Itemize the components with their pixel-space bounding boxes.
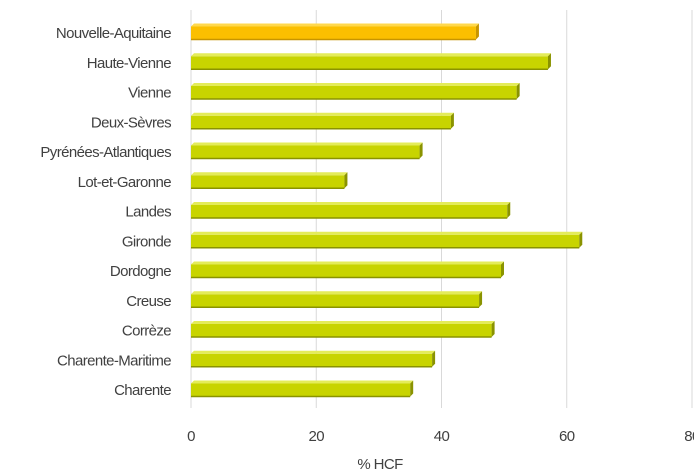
category-labels: Nouvelle-Aquitaine Haute-Vienne Vienne Deux…	[40, 25, 171, 399]
bar-top	[191, 231, 583, 235]
bar	[191, 291, 483, 308]
bar-top	[191, 83, 520, 86]
bar	[191, 172, 348, 189]
bar-side	[419, 142, 423, 159]
bar-side	[579, 231, 583, 248]
bar	[191, 142, 423, 160]
category-label: Gironde	[122, 233, 171, 250]
category-label: Corrèze	[122, 323, 171, 340]
bar-side	[475, 23, 479, 40]
category-label: Creuse	[126, 293, 171, 310]
category-label: Haute-Vienne	[87, 55, 172, 72]
bar	[191, 231, 583, 249]
bar-top	[191, 350, 436, 354]
x-tick-label: 20	[309, 428, 325, 445]
bar-top	[191, 112, 454, 116]
bar-top	[191, 53, 551, 57]
bar-side	[450, 112, 454, 129]
category-label: Deux-Sèvres	[91, 114, 171, 131]
bar	[191, 83, 520, 100]
bar	[191, 23, 479, 41]
x-axis-label: % HCF	[357, 456, 403, 473]
bar	[191, 321, 495, 338]
bar-top	[191, 202, 511, 205]
bar-side	[432, 350, 436, 367]
category-label: Lot-et-Garonne	[78, 174, 172, 191]
bar-front	[191, 175, 345, 189]
x-tick-label: 40	[434, 428, 450, 445]
bar-top	[191, 291, 483, 295]
bar-side	[410, 380, 414, 397]
category-label: Landes	[125, 204, 171, 221]
bar-front	[191, 145, 420, 159]
bar-top	[191, 142, 423, 146]
bar	[191, 53, 551, 70]
bar-front	[191, 205, 508, 218]
bar-side	[479, 291, 483, 308]
bar-side	[547, 53, 551, 70]
category-label: Charente-Maritime	[57, 352, 171, 369]
bars	[191, 23, 583, 398]
bar-side	[344, 172, 348, 189]
bar	[191, 350, 436, 368]
bar	[191, 380, 414, 398]
bar-top	[191, 172, 348, 176]
bar-front	[191, 86, 517, 99]
x-tick-labels: 0 20 40 60 80	[187, 428, 694, 445]
bar	[191, 261, 504, 279]
bar-front	[191, 324, 492, 337]
category-label: Nouvelle-Aquitaine	[56, 25, 171, 42]
bar-top	[191, 23, 479, 27]
bar	[191, 202, 511, 219]
bar-front	[191, 353, 433, 367]
bar-top	[191, 380, 414, 384]
bar	[191, 112, 454, 130]
bar-front	[191, 264, 501, 278]
x-tick-label: 60	[559, 428, 575, 445]
x-tick-label: 80	[684, 428, 694, 445]
bar-side	[491, 321, 495, 337]
bar-side	[516, 83, 520, 99]
bar-front	[191, 26, 476, 40]
category-label: Pyrénées-Atlantiques	[40, 144, 171, 161]
bar-side	[500, 261, 504, 278]
bar-top	[191, 321, 495, 324]
category-label: Charente	[114, 382, 171, 399]
bar-front	[191, 115, 451, 129]
bar-side	[507, 202, 511, 218]
category-label: Vienne	[128, 85, 171, 102]
bar-front	[191, 294, 480, 308]
bar-front	[191, 383, 411, 397]
bar-front	[191, 234, 580, 248]
bar-top	[191, 261, 504, 265]
category-label: Dordogne	[110, 263, 171, 280]
x-tick-label: 0	[187, 428, 195, 445]
bar-front	[191, 56, 548, 70]
